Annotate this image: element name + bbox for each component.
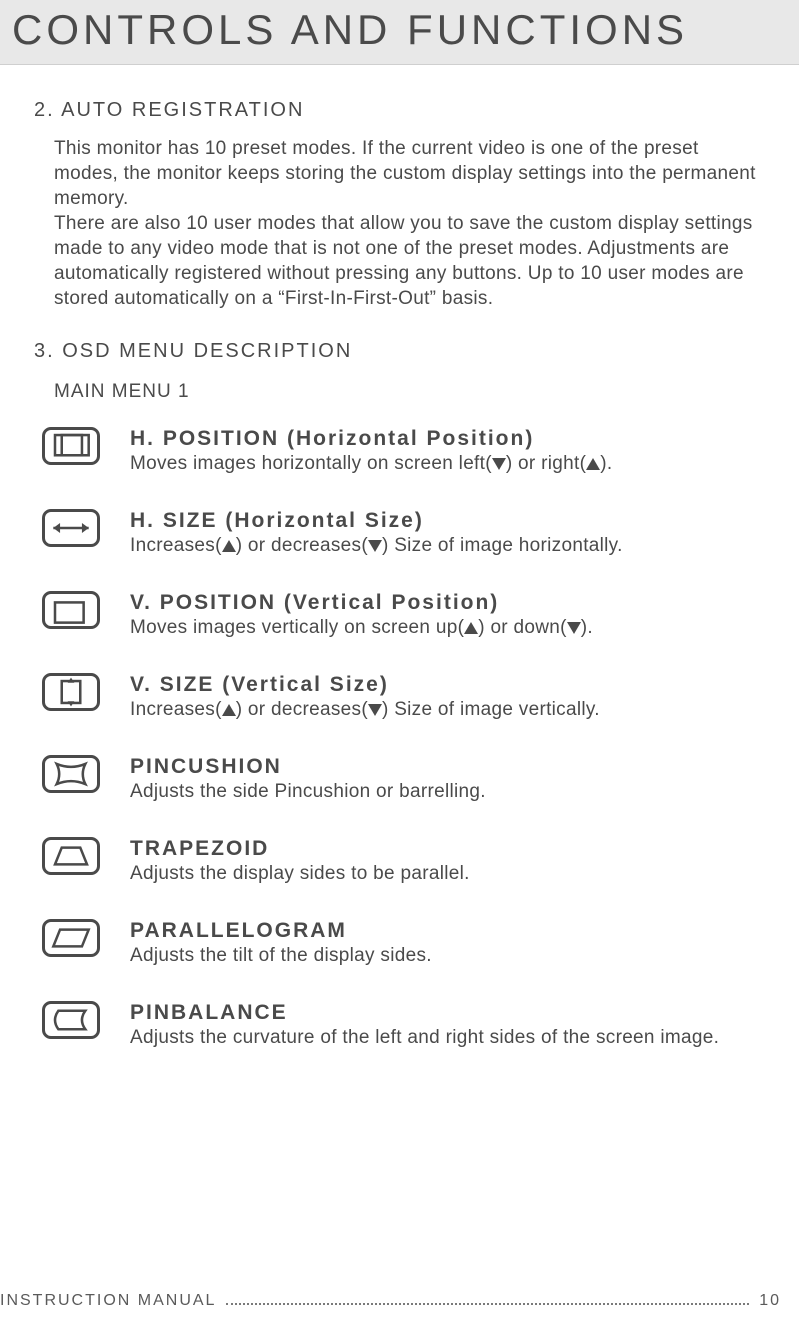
menu-item-desc: Adjusts the tilt of the display sides. [130, 945, 432, 967]
menu-item-desc: Adjusts the curvature of the left and ri… [130, 1027, 719, 1049]
menu-item-title: PINCUSHION [130, 755, 486, 779]
triangle-down-icon [567, 622, 581, 634]
menu-item: H. POSITION (Horizontal Position)Moves i… [34, 427, 799, 475]
menu-item-desc: Increases( ) or decreases( ) Size of image… [130, 535, 623, 557]
section-auto-registration: 2. AUTO REGISTRATION This monitor has 10… [34, 99, 799, 312]
page-title: CONTROLS AND FUNCTIONS [12, 6, 787, 54]
parallelogram-icon [42, 919, 100, 957]
menu-item-title: V. POSITION (Vertical Position) [130, 591, 593, 615]
menu-item-title: TRAPEZOID [130, 837, 470, 861]
vsize-icon [42, 673, 100, 711]
menu-item: V. SIZE (Vertical Size)Increases( ) or de… [34, 673, 799, 721]
trapezoid-icon [42, 837, 100, 875]
desc-part: Moves images vertically on screen up( [130, 617, 464, 638]
desc-part: ) Size of image horizontally. [382, 535, 623, 556]
menu-item-title: H. POSITION (Horizontal Position) [130, 427, 612, 451]
triangle-up-icon [464, 622, 478, 634]
menu-item: H. SIZE (Horizontal Size)Increases( ) or … [34, 509, 799, 557]
triangle-up-icon [222, 540, 236, 552]
footer-page-number: 10 [759, 1292, 781, 1310]
section-heading-osd: 3. OSD MENU DESCRIPTION [34, 340, 799, 363]
menu-item: PARALLELOGRAMAdjusts the tilt of the dis… [34, 919, 799, 967]
footer-label: INSTRUCTION MANUAL [0, 1292, 216, 1310]
desc-part: ). [581, 617, 593, 638]
hsize-icon [42, 509, 100, 547]
desc-part: ) or decreases( [236, 699, 368, 720]
footer: INSTRUCTION MANUAL 10 [0, 1292, 799, 1310]
desc-part: Increases( [130, 699, 222, 720]
section-osd-menu: 3. OSD MENU DESCRIPTION MAIN MENU 1 H. P… [34, 340, 799, 1049]
hposition-icon [42, 427, 100, 465]
menu-item-text: PARALLELOGRAMAdjusts the tilt of the dis… [130, 919, 432, 967]
menu-item-text: V. SIZE (Vertical Size)Increases( ) or de… [130, 673, 600, 721]
section-heading-auto-registration: 2. AUTO REGISTRATION [34, 99, 799, 122]
desc-part: ) or decreases( [236, 535, 368, 556]
footer-dots [226, 1303, 749, 1305]
vposition-icon [42, 591, 100, 629]
menu-item-title: PINBALANCE [130, 1001, 719, 1025]
desc-part: Moves images horizontally on screen left… [130, 453, 492, 474]
menu-item-title: PARALLELOGRAM [130, 919, 432, 943]
desc-part: ) or right( [506, 453, 586, 474]
content: 2. AUTO REGISTRATION This monitor has 10… [0, 65, 799, 1049]
triangle-down-icon [492, 458, 506, 470]
page: CONTROLS AND FUNCTIONS 2. AUTO REGISTRAT… [0, 0, 799, 1328]
menu-item: PINCUSHIONAdjusts the side Pincushion or… [34, 755, 799, 803]
title-bar: CONTROLS AND FUNCTIONS [0, 0, 799, 65]
desc-part: ). [600, 453, 612, 474]
sub-heading-main-menu-1: MAIN MENU 1 [54, 381, 799, 403]
pincushion-icon [42, 755, 100, 793]
menu-item: PINBALANCEAdjusts the curvature of the l… [34, 1001, 799, 1049]
menu-item-text: H. POSITION (Horizontal Position)Moves i… [130, 427, 612, 475]
body-text-auto-registration: This monitor has 10 preset modes. If the… [54, 136, 764, 312]
menu-item-text: PINCUSHIONAdjusts the side Pincushion or… [130, 755, 486, 803]
pinbalance-icon [42, 1001, 100, 1039]
desc-part: ) Size of image vertically. [382, 699, 600, 720]
menu-item: V. POSITION (Vertical Position)Moves ima… [34, 591, 799, 639]
triangle-up-icon [586, 458, 600, 470]
menu-item-desc: Moves images vertically on screen up( ) o… [130, 617, 593, 639]
menu-item-desc: Adjusts the side Pincushion or barrellin… [130, 781, 486, 803]
menu-item-desc: Moves images horizontally on screen left… [130, 453, 612, 475]
desc-part: ) or down( [478, 617, 567, 638]
triangle-down-icon [368, 540, 382, 552]
desc-part: Increases( [130, 535, 222, 556]
menu-item-title: H. SIZE (Horizontal Size) [130, 509, 623, 533]
menu-item-desc: Increases( ) or decreases( ) Size of image… [130, 699, 600, 721]
menu-item-text: PINBALANCEAdjusts the curvature of the l… [130, 1001, 719, 1049]
menu-item-title: V. SIZE (Vertical Size) [130, 673, 600, 697]
menu-item-desc: Adjusts the display sides to be parallel… [130, 863, 470, 885]
menu-item: TRAPEZOIDAdjusts the display sides to be… [34, 837, 799, 885]
menu-item-text: H. SIZE (Horizontal Size)Increases( ) or … [130, 509, 623, 557]
menu-item-text: V. POSITION (Vertical Position)Moves ima… [130, 591, 593, 639]
menu-item-text: TRAPEZOIDAdjusts the display sides to be… [130, 837, 470, 885]
triangle-up-icon [222, 704, 236, 716]
triangle-down-icon [368, 704, 382, 716]
menu-list: H. POSITION (Horizontal Position)Moves i… [34, 427, 799, 1049]
